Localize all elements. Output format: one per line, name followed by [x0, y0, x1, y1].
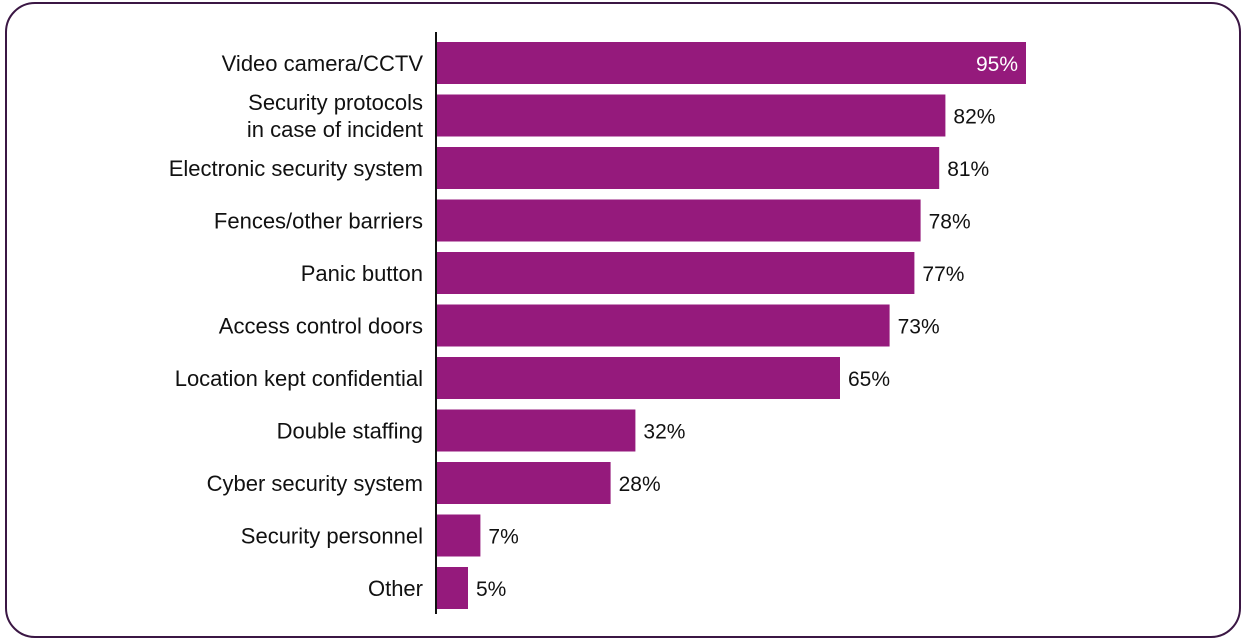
value-label: 5%	[476, 578, 506, 601]
value-label: 78%	[929, 211, 971, 234]
bar	[437, 147, 940, 189]
value-label: 95%	[976, 53, 1018, 76]
category-label: in case of incident	[247, 117, 423, 142]
category-label: Other	[368, 576, 423, 601]
category-label: Access control doors	[219, 314, 423, 339]
value-labels-group: 95% 82% 81% 78% 77% 73% 65% 32% 28% 7% 5%	[476, 53, 1018, 601]
bars-group	[437, 42, 1026, 609]
bar	[437, 199, 921, 242]
bar	[437, 252, 915, 294]
bar	[437, 514, 481, 557]
bar	[437, 42, 1026, 84]
category-label: Electronic security system	[169, 156, 423, 181]
value-label: 81%	[947, 158, 989, 181]
bar	[437, 409, 636, 452]
category-label: Double staffing	[277, 419, 423, 444]
chart-frame	[5, 2, 1241, 638]
value-label: 32%	[643, 421, 685, 444]
bar	[437, 304, 890, 347]
value-label: 65%	[848, 368, 890, 391]
category-label: Location kept confidential	[175, 366, 423, 391]
category-label: Video camera/CCTV	[222, 51, 424, 76]
value-label: 77%	[922, 263, 964, 286]
category-label: Security personnel	[241, 524, 423, 549]
value-label: 73%	[898, 316, 940, 339]
value-label: 82%	[953, 106, 995, 129]
value-label: 28%	[619, 473, 661, 496]
category-label: Cyber security system	[207, 471, 423, 496]
bar	[437, 567, 468, 609]
bar	[437, 94, 946, 137]
bar	[437, 462, 611, 504]
value-label: 7%	[488, 526, 518, 549]
category-label: Fences/other barriers	[214, 209, 423, 234]
bar	[437, 357, 840, 399]
category-label: Security protocols	[248, 90, 423, 115]
category-label: Panic button	[301, 261, 423, 286]
